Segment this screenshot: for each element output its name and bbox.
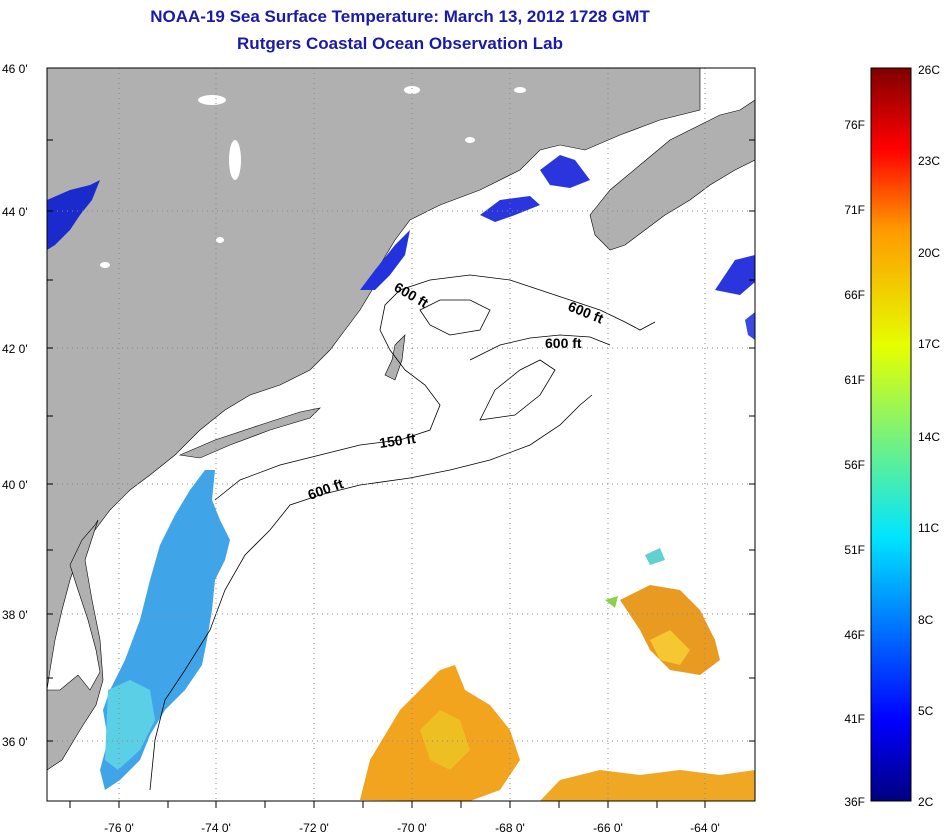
lat-label: 38 0': [2, 608, 28, 622]
colorbar-f-label: 41F: [844, 712, 865, 726]
colorbar-c-label: 11C: [918, 521, 939, 535]
colorbar-f-label: 71F: [844, 203, 865, 217]
colorbar-c-label: 26C: [918, 63, 940, 77]
lon-label: -68 0': [495, 821, 525, 835]
lon-label: -64 0': [690, 821, 720, 835]
land-nova-scotia: [589, 99, 755, 251]
isobath-label: 600 ft: [545, 335, 582, 351]
colorbar-c-label: 23C: [918, 154, 940, 168]
colorbar-c-label: 5C: [918, 704, 934, 718]
lat-label: 36 0': [2, 735, 28, 749]
lon-label: -70 0': [397, 821, 427, 835]
map-title: NOAA-19 Sea Surface Temperature: March 1…: [150, 7, 650, 26]
sst-plume-light: [105, 680, 155, 770]
lat-label: 42 0': [2, 342, 28, 356]
sst-warm-patches: [360, 548, 755, 801]
colorbar-f-label: 51F: [844, 543, 865, 557]
colorbar-f-label: 66F: [844, 288, 865, 302]
colorbar-f-labels: 76F 71F 66F 61F 56F 51F 46F 41F 36F: [844, 118, 865, 809]
lat-label: 40 0': [2, 478, 28, 492]
land-long-island: [178, 407, 321, 459]
isobath-label: 150 ft: [378, 430, 417, 451]
colorbar-f-label: 46F: [844, 628, 865, 642]
colorbar-c-label: 17C: [918, 337, 940, 351]
land-delmarva: [47, 519, 104, 771]
colorbar-f-label: 61F: [844, 373, 865, 387]
lat-label: 44 0': [2, 205, 28, 219]
colorbar-c-label: 20C: [918, 246, 940, 260]
inland-lakes: [100, 86, 526, 268]
colorbar-c-labels: 26C 23C 20C 17C 14C 11C 8C 5C 2C: [918, 63, 940, 809]
isobath-contours: [149, 274, 656, 791]
colorbar-f-label: 56F: [844, 458, 865, 472]
lon-axis: -76 0' -74 0' -72 0' -70 0' -68 0' -66 0…: [104, 821, 720, 835]
lat-ticks: [47, 139, 755, 742]
map-subtitle: Rutgers Coastal Ocean Observation Lab: [237, 34, 563, 53]
colorbar-c-label: 2C: [918, 795, 934, 809]
lon-label: -72 0': [299, 821, 329, 835]
lat-label: 46 0': [2, 62, 28, 76]
colorbar-c-label: 8C: [918, 613, 934, 627]
colorbar-f-label: 36F: [844, 795, 865, 809]
lat-axis: 46 0' 44 0' 42 0' 40 0' 38 0' 36 0': [2, 62, 28, 749]
colorbar-c-label: 14C: [918, 430, 940, 444]
map-frame: [46, 67, 756, 802]
lon-label: -76 0': [104, 821, 134, 835]
land-cape-cod: [384, 334, 406, 381]
lon-label: -74 0': [201, 821, 231, 835]
color-scale-bar: [870, 67, 912, 802]
lon-label: -66 0': [593, 821, 623, 835]
graticule: [47, 68, 755, 801]
lon-ticks: [69, 801, 706, 808]
colorbar-f-label: 76F: [844, 118, 865, 132]
